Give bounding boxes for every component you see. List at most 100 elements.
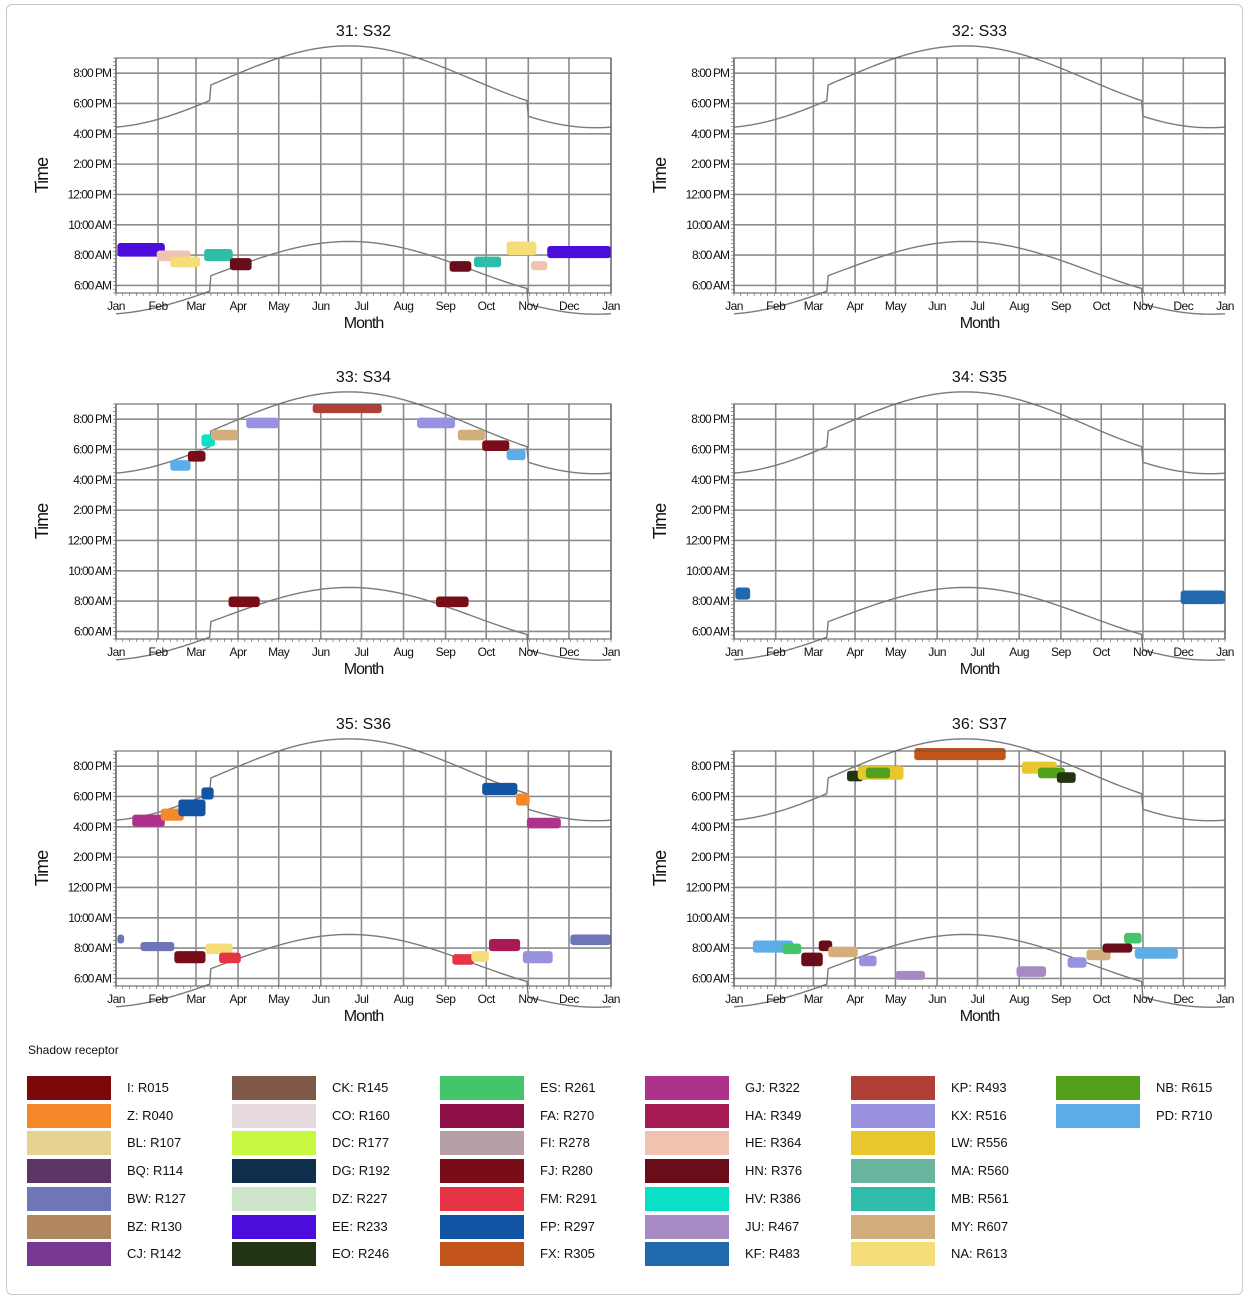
y-axis-title: Time (650, 503, 670, 539)
chart-title: 35: S36 (336, 716, 391, 733)
y-tick-label: 6:00 AM (692, 624, 730, 638)
x-tick-label: Feb (766, 645, 786, 659)
legend-label: HV: R386 (745, 1190, 801, 1206)
x-tick-label: Nov (518, 992, 538, 1006)
sunrise-curve (115, 933, 611, 1008)
x-tick-label: Apr (846, 645, 864, 659)
legend-swatch (645, 1214, 729, 1239)
shadow-event (219, 952, 241, 964)
legend-label: MB: R561 (951, 1190, 1009, 1206)
legend-swatch (645, 1076, 729, 1100)
sunrise-curve (733, 240, 1225, 315)
x-tick-label: Feb (148, 992, 168, 1006)
y-axis-title: Time (32, 850, 52, 886)
y-tick-label: 8:00 AM (74, 594, 112, 608)
x-tick-label: Nov (1133, 645, 1153, 659)
shadow-event (132, 814, 165, 827)
y-tick-label: 6:00 PM (73, 442, 112, 456)
shadow-event (471, 951, 489, 962)
x-tick-label: Aug (1009, 299, 1029, 313)
plot-border (115, 750, 612, 987)
legend-swatch (440, 1242, 524, 1267)
chart-1: 31: S32 6:00 AM 8:00 AM 10:00 AM 12:00 PM 2:0… (32, 23, 620, 332)
chart-4: 34: S35 6:00 AM 8:00 AM 10:00 AM 12:00 PM 2:0… (650, 369, 1234, 678)
y-tick-label: 6:00 PM (73, 789, 112, 803)
sunrise-curve (115, 586, 611, 661)
x-tick-label: Jun (312, 645, 330, 659)
sunrise-curve (733, 933, 1225, 1008)
x-tick-label: Aug (394, 299, 414, 313)
plot-border (733, 57, 1226, 294)
legend-swatch (27, 1186, 111, 1211)
shadow-event (1124, 932, 1142, 944)
shadow-event (488, 939, 521, 952)
x-tick-label: Jan (1216, 645, 1234, 659)
plot-border (733, 750, 1226, 987)
shadow-event (482, 782, 518, 795)
y-tick-label: 10:00 AM (68, 911, 112, 925)
x-tick-label: May (268, 992, 290, 1006)
y-tick-label: 12:00 PM (686, 533, 730, 547)
x-axis-title: Month (344, 315, 384, 332)
legend-swatch (1056, 1103, 1140, 1128)
shadow-event (1016, 966, 1047, 977)
x-tick-label: Jul (971, 992, 985, 1006)
x-tick-label: Nov (1133, 992, 1153, 1006)
x-tick-label: May (885, 645, 907, 659)
x-tick-label: Jun (928, 645, 946, 659)
x-tick-label: Mar (186, 299, 206, 313)
y-tick-label: 10:00 AM (68, 564, 112, 578)
x-tick-label: Jan (107, 645, 125, 659)
shadow-event (140, 942, 175, 952)
x-tick-label: Sep (1051, 299, 1072, 313)
y-tick-label: 8:00 PM (691, 66, 730, 80)
x-tick-label: Apr (846, 299, 864, 313)
plot-area (734, 58, 1225, 293)
y-tick-label: 6:00 AM (74, 624, 112, 638)
plot-area (116, 404, 611, 639)
shadow-event (457, 429, 485, 441)
legend-swatch (232, 1186, 316, 1211)
chart-2: 32: S33 6:00 AM 8:00 AM 10:00 AM 12:00 PM 2:0… (650, 23, 1234, 332)
x-tick-label: Dec (1173, 992, 1193, 1006)
sunrise-curve (733, 586, 1225, 661)
legend-swatch (851, 1214, 935, 1239)
x-tick-label: Oct (1093, 299, 1111, 313)
shadow-event (526, 817, 561, 829)
chart-title: 34: S35 (952, 369, 1007, 386)
legend-swatch (440, 1131, 524, 1156)
legend-swatch (27, 1242, 111, 1267)
legend-label: FJ: R280 (540, 1163, 593, 1179)
shadow-event (1180, 590, 1225, 605)
legend-label: EO: R246 (332, 1246, 390, 1262)
shadow-event (452, 954, 475, 965)
y-tick-label: 6:00 AM (74, 971, 112, 985)
x-tick-label: Jul (971, 299, 985, 313)
x-axis-title: Month (344, 1008, 384, 1025)
x-tick-label: Aug (1009, 992, 1029, 1006)
y-axis-title: Time (32, 503, 52, 539)
x-tick-label: Oct (1093, 645, 1111, 659)
x-tick-label: Mar (804, 645, 824, 659)
y-tick-label: 2:00 PM (691, 503, 730, 517)
shadow-event (228, 596, 260, 608)
chart-title: 32: S33 (952, 23, 1007, 40)
sunset-curve (733, 45, 1226, 129)
legend-label: DZ: R227 (332, 1190, 388, 1206)
shadow-event (246, 417, 279, 429)
x-axis-title: Month (960, 661, 1000, 678)
legend-label: KX: R516 (951, 1107, 1007, 1123)
x-tick-label: Jan (602, 299, 620, 313)
x-tick-label: Oct (478, 992, 496, 1006)
legend-label: CO: R160 (332, 1107, 390, 1123)
legend-swatch (645, 1103, 729, 1128)
shadow-event (187, 451, 206, 462)
x-tick-label: Apr (229, 299, 247, 313)
y-tick-label: 10:00 AM (686, 911, 730, 925)
shadow-event (170, 460, 191, 471)
x-tick-label: May (268, 645, 290, 659)
x-tick-label: Jan (1216, 992, 1234, 1006)
x-tick-label: Mar (804, 299, 824, 313)
x-tick-label: Jul (971, 645, 985, 659)
y-tick-label: 2:00 PM (73, 850, 112, 864)
